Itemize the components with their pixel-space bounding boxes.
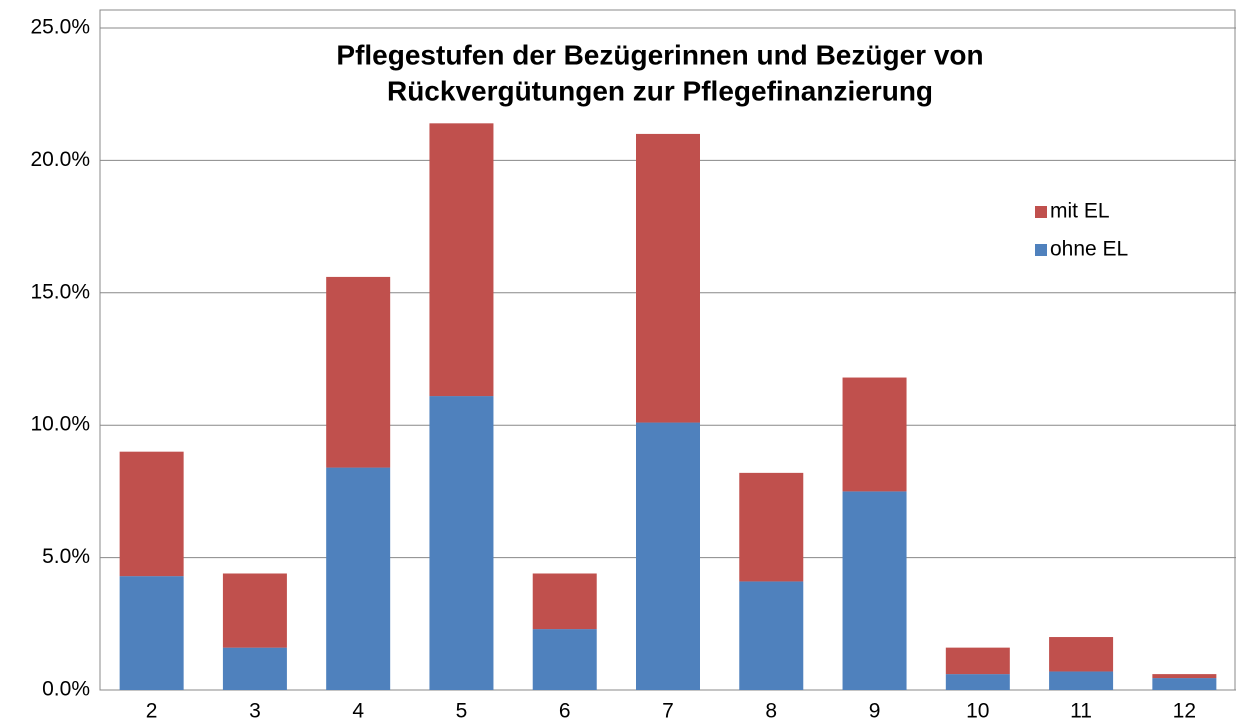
x-tick-label: 2: [146, 700, 158, 723]
bar-segment: [326, 467, 391, 690]
bar-segment: [842, 491, 907, 690]
legend-swatch: [1035, 206, 1047, 218]
x-tick-label: 9: [869, 700, 881, 723]
bar-segment: [636, 422, 700, 690]
bar-segment: [1152, 674, 1217, 679]
bar-segment: [636, 133, 700, 423]
x-tick-label: 7: [662, 700, 674, 723]
bar-segment: [1049, 671, 1114, 690]
bar-segment: [1152, 678, 1217, 690]
y-tick-label: 10.0%: [30, 413, 90, 436]
bar-segment: [429, 123, 494, 397]
x-tick-label: 5: [456, 700, 468, 723]
bar-segment: [119, 576, 184, 690]
bar-segment: [532, 629, 597, 690]
bar-segment: [429, 396, 494, 690]
bar-segment: [222, 573, 287, 648]
bar-segment: [739, 472, 804, 582]
x-tick-label: 10: [966, 700, 989, 723]
x-tick-label: 6: [559, 700, 571, 723]
bar-segment: [326, 276, 391, 468]
chart-title: Rückvergütungen zur Pflegefinanzierung: [387, 75, 933, 106]
chart-title: Pflegestufen der Bezügerinnen und Bezüge…: [336, 39, 983, 70]
y-tick-label: 0.0%: [42, 678, 90, 701]
x-tick-label: 8: [765, 700, 777, 723]
bar-segment: [842, 377, 907, 492]
legend-swatch: [1035, 244, 1047, 256]
x-tick-label: 3: [249, 700, 261, 723]
x-tick-label: 4: [352, 700, 364, 723]
legend-label: ohne EL: [1050, 238, 1128, 261]
bar-segment: [532, 573, 597, 630]
y-tick-label: 20.0%: [30, 148, 90, 171]
bar-segment: [739, 581, 804, 690]
x-tick-label: 12: [1173, 700, 1196, 723]
bar-segment: [119, 451, 184, 577]
bar-segment: [1049, 637, 1114, 672]
legend-label: mit EL: [1050, 200, 1110, 223]
x-tick-label: 11: [1070, 700, 1092, 723]
bar-segment: [945, 647, 1010, 675]
bar-segment: [222, 647, 287, 690]
bar-segment: [945, 674, 1010, 690]
y-tick-label: 15.0%: [30, 280, 90, 303]
y-tick-label: 5.0%: [42, 545, 90, 568]
y-tick-label: 25.0%: [30, 16, 90, 39]
